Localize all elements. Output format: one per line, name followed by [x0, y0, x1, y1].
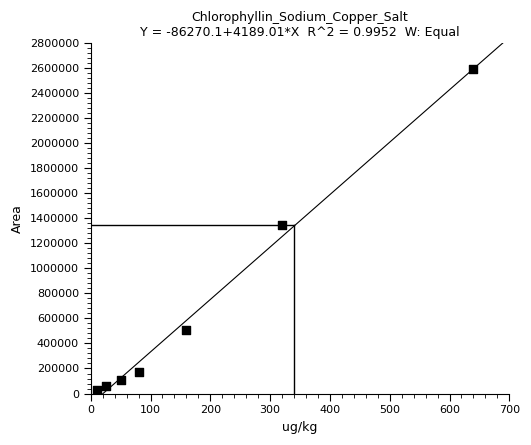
Point	[278, 221, 286, 228]
Point	[116, 376, 125, 383]
X-axis label: ug/kg: ug/kg	[282, 421, 318, 434]
Point	[134, 369, 143, 376]
Point	[92, 386, 101, 393]
Y-axis label: Area: Area	[11, 204, 24, 233]
Point	[469, 66, 478, 73]
Point	[101, 382, 110, 389]
Title: Chlorophyllin_Sodium_Copper_Salt
Y = -86270.1+4189.01*X  R^2 = 0.9952  W: Equal: Chlorophyllin_Sodium_Copper_Salt Y = -86…	[140, 11, 460, 39]
Point	[182, 326, 191, 333]
